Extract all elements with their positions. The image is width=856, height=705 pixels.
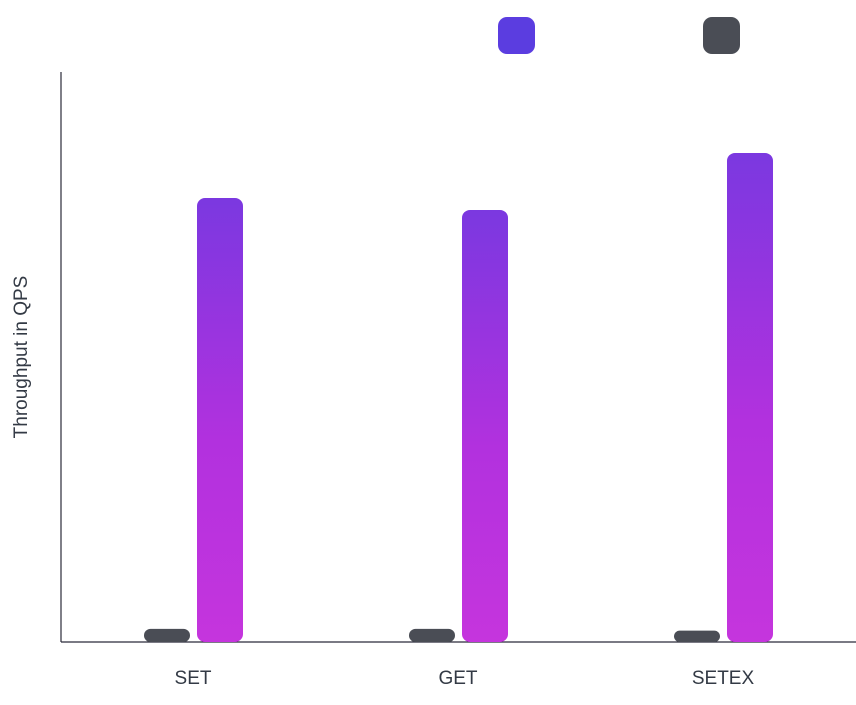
x-tick-label: SETEX <box>692 668 755 689</box>
x-tick-label: SET <box>175 668 212 689</box>
bar <box>462 209 508 642</box>
y-axis-label: Throughput in QPS <box>11 276 32 439</box>
bar <box>144 628 190 642</box>
bar <box>197 197 243 642</box>
x-tick-label: GET <box>438 668 477 689</box>
bar <box>727 152 773 642</box>
legend-swatch <box>703 17 740 54</box>
bar <box>674 630 720 642</box>
bar <box>409 628 455 642</box>
legend-swatch <box>498 17 535 54</box>
